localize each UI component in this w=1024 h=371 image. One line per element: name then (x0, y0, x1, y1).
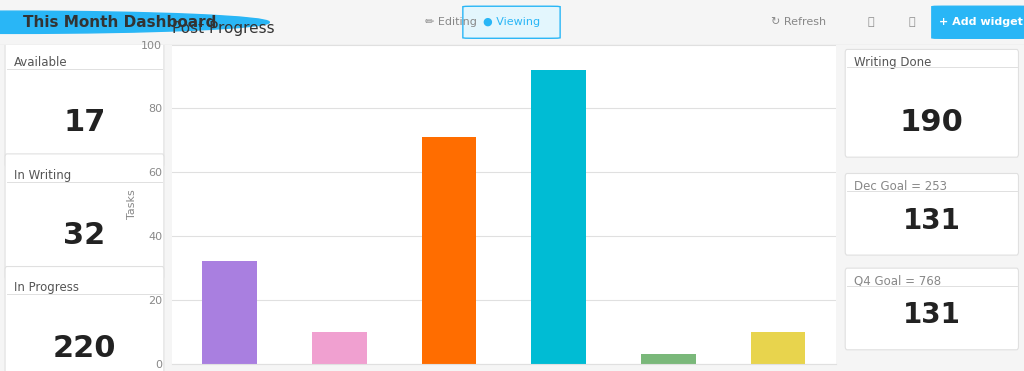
FancyBboxPatch shape (932, 6, 1024, 38)
Text: Writing Done: Writing Done (854, 56, 932, 69)
Text: This Month Dashboard: This Month Dashboard (23, 15, 216, 30)
Bar (422, 137, 476, 364)
Text: + Add widget: + Add widget (939, 17, 1023, 27)
Text: 131: 131 (903, 207, 961, 235)
FancyBboxPatch shape (5, 154, 164, 280)
FancyBboxPatch shape (845, 174, 1019, 255)
Text: ↻ Refresh: ↻ Refresh (771, 17, 826, 27)
Text: Dec Goal = 253: Dec Goal = 253 (854, 180, 947, 193)
Text: In Progress: In Progress (13, 281, 79, 294)
Text: Available: Available (13, 56, 68, 69)
Text: 17: 17 (63, 108, 105, 137)
Y-axis label: Tasks: Tasks (127, 189, 137, 219)
Bar (641, 354, 695, 364)
Text: 131: 131 (903, 302, 961, 329)
Text: ⛶: ⛶ (908, 17, 914, 27)
Text: 32: 32 (63, 221, 105, 250)
FancyBboxPatch shape (845, 268, 1019, 350)
Text: ✏ Editing: ✏ Editing (425, 17, 476, 27)
Bar (202, 262, 257, 364)
Bar (531, 70, 586, 364)
Text: In Writing: In Writing (13, 168, 71, 181)
FancyBboxPatch shape (845, 49, 1019, 157)
Bar (751, 332, 806, 364)
Text: Q4 Goal = 768: Q4 Goal = 768 (854, 275, 941, 288)
Text: ● Viewing: ● Viewing (483, 17, 541, 27)
Text: 220: 220 (52, 334, 117, 362)
FancyBboxPatch shape (5, 41, 164, 167)
FancyBboxPatch shape (5, 266, 164, 371)
Text: ⓘ: ⓘ (867, 17, 873, 27)
FancyBboxPatch shape (463, 6, 560, 38)
Circle shape (0, 11, 269, 33)
Text: 190: 190 (900, 108, 964, 137)
Text: Post Progress: Post Progress (172, 22, 274, 36)
Bar (312, 332, 367, 364)
